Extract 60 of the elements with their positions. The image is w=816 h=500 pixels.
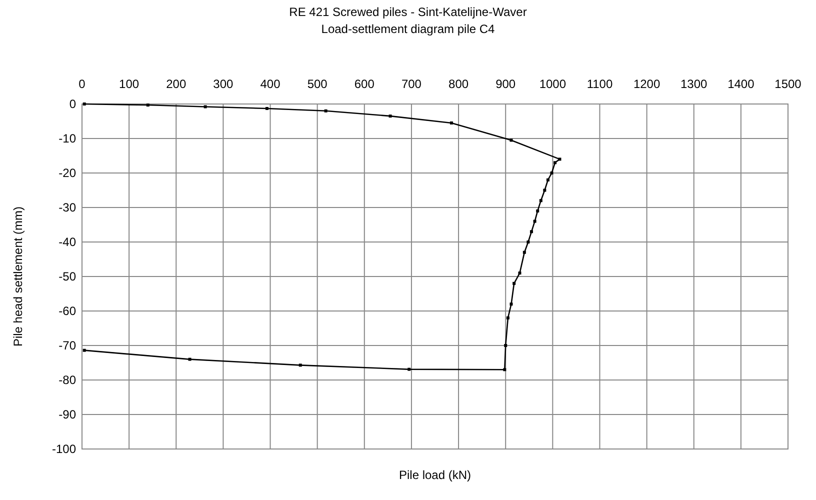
chart-title: RE 421 Screwed piles - Sint-Katelijne-Waver — [289, 5, 527, 19]
x-tick-label: 200 — [166, 77, 186, 91]
y-tick-label: -100 — [52, 442, 76, 456]
x-tick-label: 600 — [354, 77, 375, 91]
point — [526, 240, 530, 244]
point — [324, 109, 328, 112]
point — [204, 105, 207, 108]
point — [554, 161, 557, 164]
point — [536, 209, 540, 212]
y-tick-label: -80 — [58, 373, 76, 387]
point — [550, 172, 554, 174]
point — [188, 358, 192, 361]
x-tick-label: 100 — [119, 77, 140, 91]
point — [146, 104, 150, 107]
y-tick-label: -50 — [58, 270, 76, 284]
y-tick-label: -20 — [58, 166, 76, 180]
x-tick-label: 1400 — [728, 77, 755, 91]
x-tick-label: 0 — [78, 77, 86, 91]
y-tick-label: 0 — [69, 97, 76, 111]
x-tick-label: 700 — [401, 77, 422, 91]
y-tick-label: -60 — [58, 304, 76, 318]
point — [539, 199, 542, 202]
point — [298, 364, 302, 367]
point — [558, 158, 562, 161]
point — [265, 106, 268, 110]
x-axis-title: Pile load (kN) — [398, 468, 472, 482]
point — [512, 282, 516, 285]
y-tick-label: -10 — [58, 132, 76, 146]
point — [506, 316, 510, 320]
y-tick-label: -90 — [58, 408, 76, 422]
point — [82, 102, 86, 106]
y-tick-label: -40 — [58, 235, 76, 249]
y-axis-title: Pile head settlement (mm) — [11, 206, 25, 347]
point — [503, 368, 506, 372]
point — [510, 302, 513, 306]
point — [388, 114, 392, 118]
x-tick-label: 1300 — [680, 77, 708, 91]
point — [518, 272, 522, 275]
point — [533, 220, 536, 223]
point — [530, 230, 533, 234]
x-tick-label: 1000 — [539, 77, 566, 91]
y-tick-label: -30 — [58, 200, 76, 214]
x-tick-label: 1500 — [774, 77, 802, 91]
x-tick-label: 900 — [496, 77, 516, 91]
x-tick-label: 1200 — [633, 77, 660, 91]
x-tick-label: 300 — [213, 77, 234, 91]
x-tick-label: 800 — [448, 77, 469, 91]
point — [546, 178, 550, 182]
point — [82, 348, 86, 352]
chart-subtitle: Load-settlement diagram pile C4 — [321, 22, 496, 36]
x-tick-label: 400 — [260, 77, 281, 91]
point — [510, 138, 513, 142]
x-tick-label: 500 — [307, 77, 328, 91]
point — [408, 368, 411, 371]
point — [504, 344, 508, 347]
x-tick-label: 1100 — [586, 77, 613, 91]
point — [450, 121, 453, 124]
point — [543, 188, 546, 192]
point — [522, 250, 526, 254]
y-tick-label: -70 — [58, 338, 76, 352]
